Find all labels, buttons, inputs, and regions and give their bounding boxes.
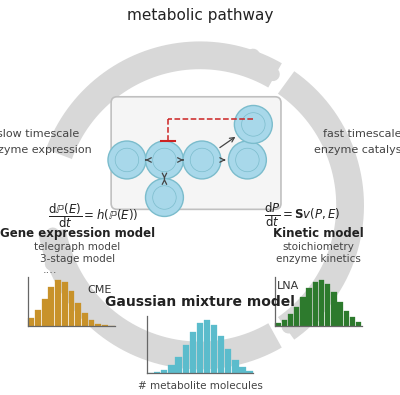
Bar [82,313,88,326]
Text: LNA: LNA [277,281,299,291]
Bar [75,303,81,326]
Bar [35,310,41,326]
Text: enzyme expression: enzyme expression [0,145,92,155]
Bar [89,320,94,326]
Bar [300,297,306,326]
Bar [102,325,108,326]
Bar [95,324,101,326]
Bar [337,302,343,326]
Bar [232,359,238,373]
Circle shape [234,105,272,143]
Bar [282,320,287,326]
FancyBboxPatch shape [111,97,281,209]
Bar [211,325,217,373]
Bar [154,372,160,373]
Text: Gaussian mixture model: Gaussian mixture model [105,295,295,309]
Circle shape [183,141,221,179]
Circle shape [108,141,146,179]
Text: CME: CME [88,286,112,295]
Bar [161,370,168,373]
Text: 3-stage model: 3-stage model [40,254,115,264]
Text: Kinetic model: Kinetic model [273,227,364,239]
Text: enzyme kinetics: enzyme kinetics [276,254,361,264]
Bar [350,317,355,326]
Bar [218,336,224,373]
Bar [312,282,318,326]
Bar [190,332,196,373]
Bar [246,371,253,373]
Text: Gene expression model: Gene expression model [0,227,155,239]
Bar [68,291,74,326]
Bar [55,280,61,326]
Text: enzyme catalysis: enzyme catalysis [314,145,400,155]
Bar [28,318,34,326]
Text: # metabolite molecules: # metabolite molecules [138,381,262,391]
Bar [204,320,210,373]
Bar [225,349,232,373]
Bar [325,284,330,326]
Text: metabolic pathway: metabolic pathway [127,8,273,23]
Text: stoichiometry: stoichiometry [282,242,354,252]
Bar [239,367,246,373]
Bar [175,357,182,373]
Circle shape [146,141,184,179]
Bar [356,322,362,326]
Text: ....: .... [43,265,57,275]
Bar [306,288,312,326]
Text: $\dfrac{\mathrm{d}\mathbb{P}(E)}{\mathrm{d}t} = h(\mathbb{P}(E))$: $\dfrac{\mathrm{d}\mathbb{P}(E)}{\mathrm… [48,201,138,229]
Text: $\dfrac{\mathrm{d}P}{\mathrm{d}t} = \mathbf{S}v(P, E)$: $\dfrac{\mathrm{d}P}{\mathrm{d}t} = \mat… [264,201,341,229]
Circle shape [228,141,266,179]
Bar [197,323,203,373]
Bar [288,314,293,326]
Bar [319,280,324,326]
Bar [275,323,281,326]
Bar [182,345,189,373]
Bar [331,292,337,326]
Circle shape [146,179,184,216]
Bar [294,307,299,326]
Text: fast timescale: fast timescale [323,129,400,139]
Bar [344,311,349,326]
Bar [168,365,174,373]
Text: slow timescale: slow timescale [0,129,79,139]
Bar [62,282,68,326]
Text: telegraph model: telegraph model [34,242,121,252]
Bar [42,299,48,326]
Bar [48,287,54,326]
